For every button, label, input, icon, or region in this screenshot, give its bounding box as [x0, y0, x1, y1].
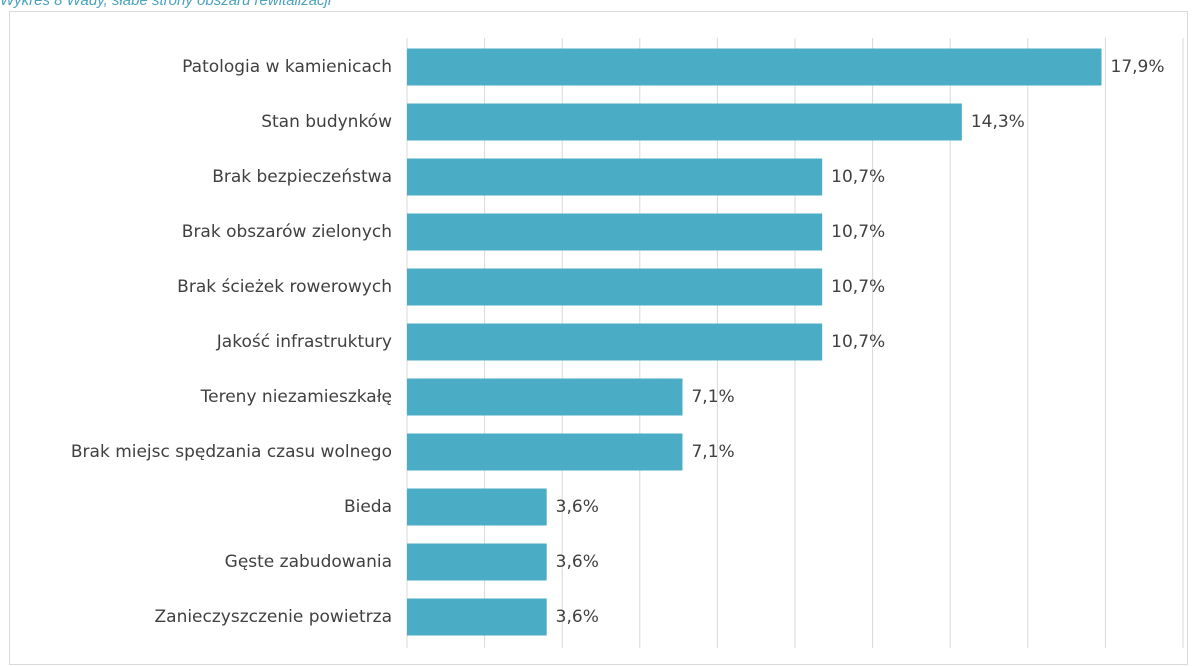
bar — [407, 213, 823, 251]
bar — [407, 48, 1102, 86]
category-label: Brak miejsc spędzania czasu wolnego — [71, 442, 392, 462]
value-label: 10,7% — [831, 222, 885, 242]
value-label: 14,3% — [971, 112, 1025, 132]
value-label: 3,6% — [556, 497, 599, 517]
category-label: Brak ścieżek rowerowych — [177, 277, 392, 297]
category-labels: Patologia w kamienicach Stan budynków Brak… — [71, 57, 392, 627]
value-label: 10,7% — [831, 167, 885, 187]
value-label: 7,1% — [691, 387, 734, 407]
category-label: Stan budynków — [261, 112, 392, 132]
value-labels: 17,9% 14,3% 10,7% 10,7% 10,7% 10,7% 7,1% 7,1% 3,… — [556, 57, 1165, 627]
bar — [407, 323, 823, 361]
bar — [407, 378, 683, 416]
chart-caption: Wykres 8 Wady, słabe strony obszaru rewi… — [0, 0, 332, 9]
category-label: Brak obszarów zielonych — [182, 222, 392, 242]
bar — [407, 268, 823, 306]
bar — [407, 543, 547, 581]
category-label: Gęste zabudowania — [225, 552, 392, 572]
value-label: 3,6% — [556, 552, 599, 572]
value-label: 10,7% — [831, 332, 885, 352]
bar — [407, 488, 547, 526]
category-label: Tereny niezamieszkałę — [200, 387, 392, 407]
category-label: Zanieczyszczenie powietrza — [155, 607, 393, 627]
value-label: 10,7% — [831, 277, 885, 297]
category-label: Jakość infrastruktury — [216, 332, 392, 352]
bars — [407, 48, 1102, 636]
bar — [407, 158, 823, 196]
value-label: 17,9% — [1111, 57, 1165, 77]
value-label: 3,6% — [556, 607, 599, 627]
bar — [407, 103, 962, 141]
category-label: Patologia w kamienicach — [182, 57, 392, 77]
bar — [407, 433, 683, 471]
category-label: Bieda — [344, 497, 392, 517]
category-label: Brak bezpieczeństwa — [212, 167, 392, 187]
value-label: 7,1% — [691, 442, 734, 462]
bar — [407, 598, 547, 636]
